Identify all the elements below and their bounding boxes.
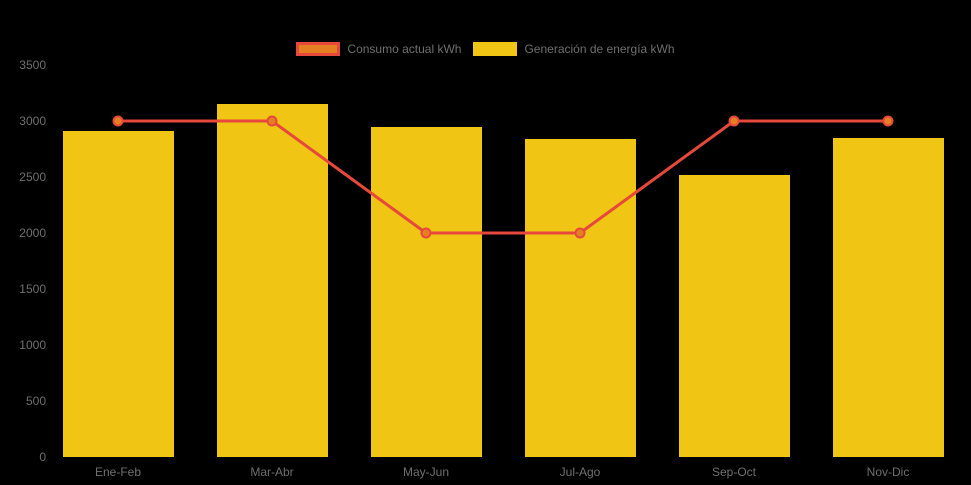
- y-axis-tick-label: 1500: [19, 282, 46, 296]
- x-axis-tick-label: Mar-Abr: [250, 465, 294, 479]
- generacion-legend-label: Generación de energía kWh: [524, 42, 675, 56]
- x-axis-tick-label: Sep-Oct: [711, 465, 756, 479]
- x-axis-tick-label: Nov-Dic: [866, 465, 910, 479]
- bar-Ene-Feb[interactable]: [62, 131, 174, 457]
- legend-item-consumo[interactable]: Consumo actual kWh: [296, 42, 461, 56]
- consumo-legend-swatch-icon: [296, 42, 341, 56]
- consumo-line: [118, 119, 888, 235]
- x-axis-tick-label: Ene-Feb: [94, 465, 142, 479]
- y-axis-tick-label: 2500: [19, 170, 46, 184]
- data-point-Ene-Feb[interactable]: [112, 115, 124, 127]
- bar-Mar-Abr[interactable]: [216, 104, 328, 457]
- bar-May-Jun[interactable]: [370, 126, 482, 457]
- y-axis-tick-label: 500: [25, 394, 46, 408]
- x-axis-tick-label: May-Jun: [402, 465, 449, 479]
- bar-Sep-Oct[interactable]: [678, 174, 790, 457]
- y-axis-tick-label: 3500: [19, 58, 46, 72]
- consumo-legend-label: Consumo actual kWh: [347, 42, 462, 56]
- chart-legend: Consumo actual kWh Generación de energía…: [0, 42, 971, 56]
- bar-Nov-Dic[interactable]: [832, 137, 944, 457]
- legend-item-generacion[interactable]: Generación de energía kWh: [473, 42, 675, 56]
- data-point-May-Jun[interactable]: [420, 227, 432, 239]
- y-axis-tick-label: 0: [39, 450, 46, 464]
- data-point-Jul-Ago[interactable]: [574, 227, 586, 239]
- bar-Jul-Ago[interactable]: [524, 138, 636, 457]
- y-axis-tick-label: 3000: [19, 114, 46, 128]
- y-axis-tick-label: 1000: [19, 338, 46, 352]
- data-point-Sep-Oct[interactable]: [728, 115, 740, 127]
- data-point-Mar-Abr[interactable]: [266, 115, 278, 127]
- y-axis-tick-label: 2000: [19, 226, 46, 240]
- x-axis-tick-label: Jul-Ago: [559, 465, 601, 479]
- generacion-legend-swatch-icon: [473, 42, 518, 56]
- data-point-Nov-Dic[interactable]: [882, 115, 894, 127]
